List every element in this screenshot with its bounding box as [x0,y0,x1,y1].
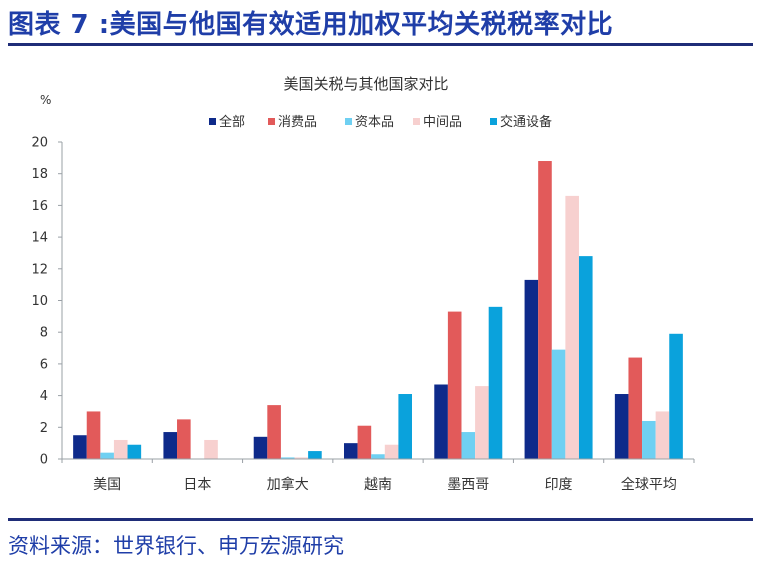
bar [100,452,114,459]
bar [280,457,295,459]
source-note: 资料来源：世界银行、申万宏源研究 [8,534,344,558]
legend-swatch [268,118,275,125]
bar [524,279,539,459]
x-tick-label: 越南 [364,477,392,493]
bar [398,394,412,459]
bars [73,161,683,459]
bar [669,333,683,459]
y-tick-label: 18 [31,167,48,182]
x-tick-label: 美国 [93,477,121,493]
y-tick-label: 16 [31,199,48,214]
bar [344,443,358,459]
bar [614,394,629,459]
bar [163,432,178,459]
bar [578,256,593,459]
y-tick-label: 4 [40,389,48,404]
x-tick-label: 日本 [183,477,211,493]
figure-title: 图表 7 :美国与他国有效适用加权平均关税税率对比 [8,10,614,40]
bar [384,444,399,459]
y-tick-label: 14 [31,231,48,246]
y-tick-label: 6 [40,357,48,372]
y-tick-label: 2 [40,421,48,436]
y-tick-label: 12 [31,262,48,277]
bar [357,425,372,459]
bar [565,195,579,459]
bar-chart: 美国关税与其他国家对比 % 全部 消费品 资本品 中间品 交通设备 0 2 4 6 8 10 12 1… [31,75,695,493]
x-tick-label: 全球平均 [621,476,677,493]
bar [475,386,489,459]
bar [371,454,385,459]
bar [73,435,87,459]
legend-label: 全部 [219,114,245,130]
bar [308,451,322,459]
bar [86,411,101,459]
bar [294,457,309,459]
x-tick-label: 印度 [545,477,573,493]
legend-label: 消费品 [278,115,317,130]
bar [655,411,670,459]
legend-label: 中间品 [423,115,462,130]
bar [642,420,656,459]
bar [538,161,552,459]
bar [488,306,503,459]
legend-swatch [413,118,420,125]
x-axis: 美国 日本 加拿大 越南 墨西哥 印度 全球平均 [61,458,695,493]
bar [177,419,191,459]
legend-swatch [345,118,352,125]
y-tick-label: 0 [40,453,48,468]
bar [113,439,128,459]
bar [551,349,566,459]
bar [434,384,448,459]
chart-title: 美国关税与其他国家对比 [283,75,448,93]
bar [253,436,268,459]
y-axis-unit: % [40,93,51,107]
bar [461,432,476,459]
legend-swatch [209,118,216,125]
bottom-rule [8,518,753,521]
legend-label: 交通设备 [500,114,552,130]
y-tick-label: 8 [40,326,48,341]
bar [447,311,462,459]
x-tick-label: 墨西哥 [447,477,489,493]
y-tick-label: 10 [31,294,48,309]
top-rule [8,43,753,46]
x-tick-label: 加拿大 [267,476,309,493]
legend-label: 资本品 [355,115,394,130]
legend-swatch [490,118,497,125]
bar [628,357,643,459]
y-tick-label: 20 [31,136,48,151]
legend: 全部 消费品 资本品 中间品 交通设备 [209,114,552,130]
bar [127,444,142,459]
y-axis: 0 2 4 6 8 10 12 14 16 18 20 [31,136,63,468]
bar [267,405,281,459]
bar [204,439,218,459]
